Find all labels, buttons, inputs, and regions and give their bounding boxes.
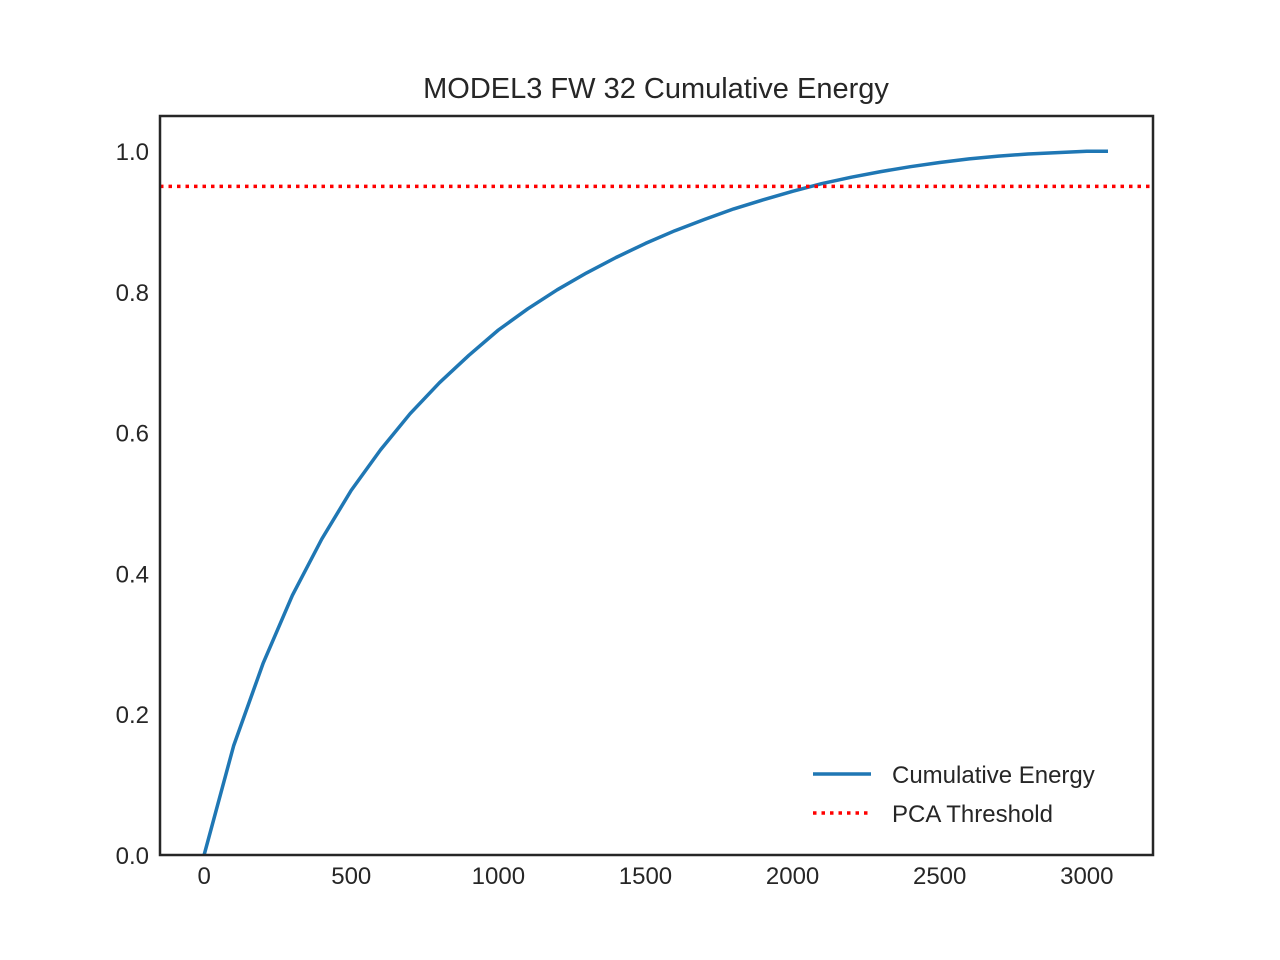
x-tick-label: 0: [197, 863, 210, 890]
x-tick-label: 500: [331, 863, 371, 890]
y-tick-label: 0.2: [116, 702, 149, 729]
y-axis: 0.0 0.2 0.4 0.6 0.8 1.0: [116, 139, 149, 870]
legend-label-cumulative-energy: Cumulative Energy: [892, 762, 1095, 789]
y-tick-label: 0.4: [116, 561, 149, 588]
x-tick-label: 1000: [472, 863, 525, 890]
chart-title: MODEL3 FW 32 Cumulative Energy: [423, 73, 889, 105]
y-tick-label: 0.0: [116, 843, 149, 870]
x-tick-label: 3000: [1060, 863, 1113, 890]
plot-area: [160, 149, 1153, 856]
plot-frame: [158, 114, 1155, 857]
x-axis: 0 500 1000 1500 2000 2500 3000: [197, 863, 1113, 890]
legend: Cumulative Energy PCA Threshold: [813, 762, 1095, 828]
x-tick-label: 2000: [766, 863, 819, 890]
y-tick-label: 0.6: [116, 421, 149, 448]
x-tick-label: 2500: [913, 863, 966, 890]
series-line-cumulative-energy: [202, 149, 1108, 856]
y-tick-label: 0.8: [116, 280, 149, 307]
legend-label-pca-threshold: PCA Threshold: [892, 801, 1053, 828]
y-tick-label: 1.0: [116, 139, 149, 166]
x-tick-label: 1500: [619, 863, 672, 890]
